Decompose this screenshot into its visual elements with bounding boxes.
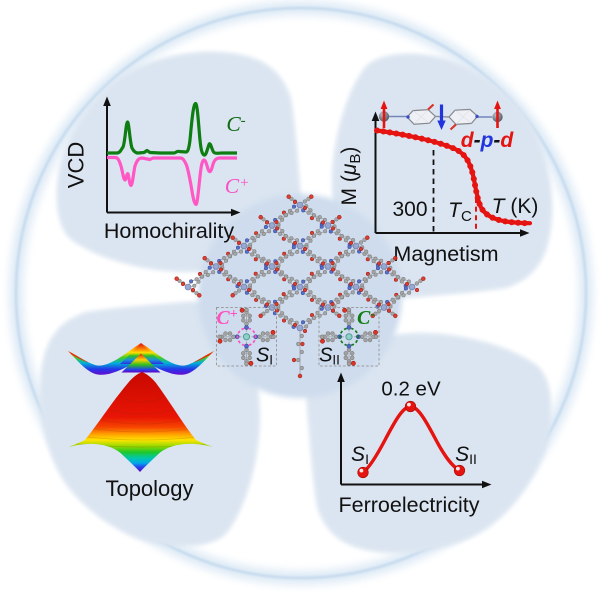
svg-text:Magnetism: Magnetism xyxy=(393,242,498,266)
svg-text:Topology: Topology xyxy=(105,476,193,501)
svg-text:300: 300 xyxy=(392,198,427,221)
svg-text:Homochirality: Homochirality xyxy=(104,219,234,243)
svg-text:SI: SI xyxy=(351,443,369,467)
svg-text:0.2 eV: 0.2 eV xyxy=(381,378,441,401)
svg-text:SII: SII xyxy=(455,443,477,467)
svg-text:TC: TC xyxy=(448,199,472,225)
svg-text:VCD: VCD xyxy=(64,142,89,188)
svg-text:d-p-d: d-p-d xyxy=(461,129,515,152)
svg-text:SI: SI xyxy=(256,345,273,368)
svg-text:Ferroelectricity: Ferroelectricity xyxy=(339,493,480,517)
svg-text:T (K): T (K) xyxy=(492,195,539,218)
svg-text:SII: SII xyxy=(319,345,340,368)
